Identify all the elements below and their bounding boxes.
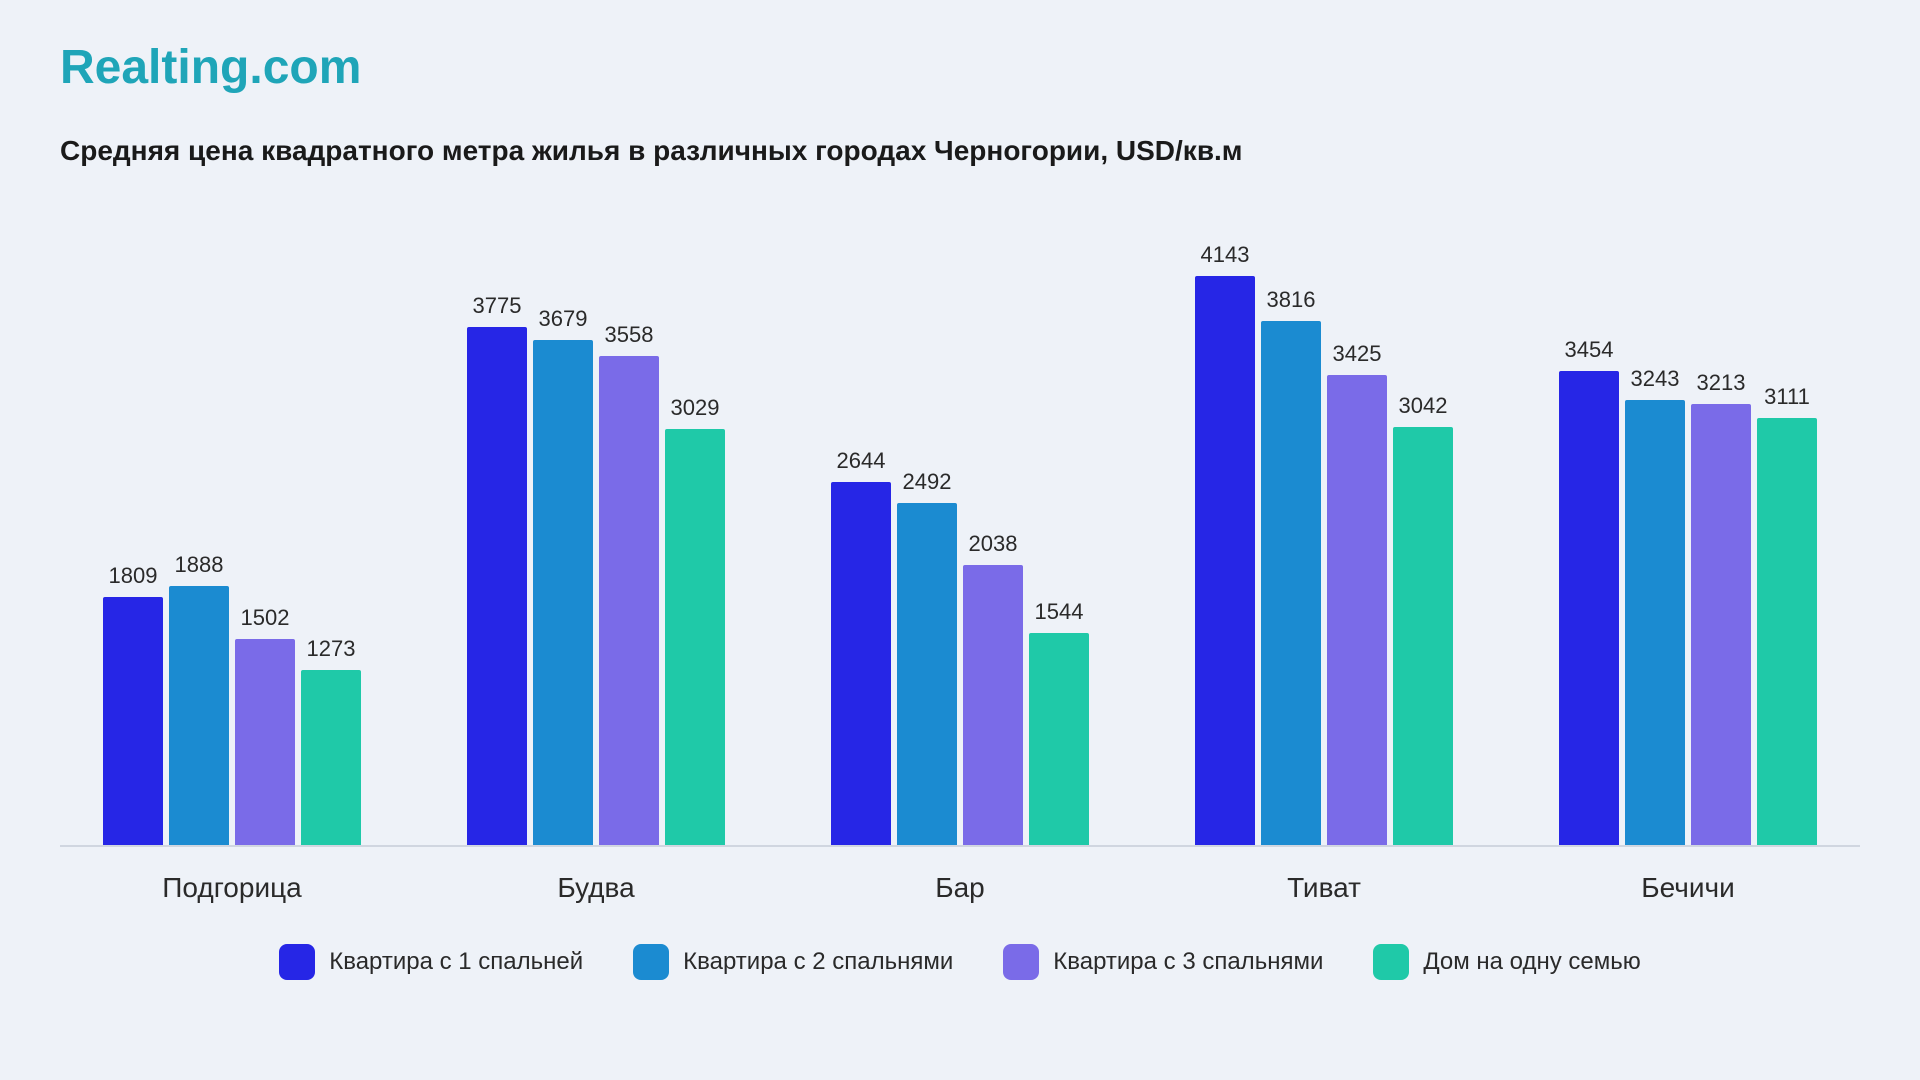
bar [1559,371,1619,845]
bar [1393,427,1453,845]
x-axis-label: Тиват [1172,872,1476,904]
bar-wrap: 3243 [1625,227,1685,845]
bar-value-label: 3816 [1267,287,1316,313]
bar-value-label: 3029 [671,395,720,421]
bar-value-label: 3243 [1631,366,1680,392]
bar [467,327,527,845]
bar-group: 4143 3816 3425 3042 [1172,227,1476,845]
legend-swatch [633,944,669,980]
bar-value-label: 2492 [903,469,952,495]
bar-wrap: 3558 [599,227,659,845]
bar [1327,375,1387,845]
bar [599,356,659,845]
bar-group: 1809 1888 1502 1273 [80,227,384,845]
bar-wrap: 2492 [897,227,957,845]
bar [169,586,229,845]
bar-wrap: 1888 [169,227,229,845]
bar [1625,400,1685,845]
x-axis-label: Подгорица [80,872,384,904]
bar-value-label: 1544 [1035,599,1084,625]
bar-wrap: 1544 [1029,227,1089,845]
bar-wrap: 1273 [301,227,361,845]
bar [897,503,957,845]
bar [533,340,593,845]
bar-value-label: 1502 [241,605,290,631]
bar-value-label: 3775 [473,293,522,319]
legend-label: Квартира с 2 спальнями [683,948,953,976]
legend-swatch [279,944,315,980]
bar [1261,321,1321,845]
x-axis-label: Бечичи [1536,872,1840,904]
bar-value-label: 3558 [605,322,654,348]
bar-value-label: 3454 [1565,337,1614,363]
bar-wrap: 3042 [1393,227,1453,845]
legend-item: Квартира с 1 спальней [279,944,583,980]
bar-wrap: 1502 [235,227,295,845]
legend-item: Дом на одну семью [1373,944,1640,980]
legend-swatch [1373,944,1409,980]
bar-wrap: 2038 [963,227,1023,845]
bar-value-label: 3111 [1764,384,1810,410]
bar-value-label: 3042 [1399,393,1448,419]
brand-logo: Realting.com [60,40,1860,95]
bar [301,670,361,845]
bar [1029,633,1089,845]
bar-value-label: 4143 [1201,242,1250,268]
legend-item: Квартира с 3 спальнями [1003,944,1323,980]
bar [1757,418,1817,845]
x-axis-labels: Подгорица Будва Бар Тиват Бечичи [60,872,1860,904]
x-axis-label: Будва [444,872,748,904]
legend-label: Квартира с 3 спальнями [1053,948,1323,976]
bar-wrap: 3816 [1261,227,1321,845]
bar-wrap: 3111 [1757,227,1817,845]
chart-legend: Квартира с 1 спальней Квартира с 2 спальн… [60,944,1860,980]
bar-wrap: 3029 [665,227,725,845]
bar-value-label: 1888 [175,552,224,578]
bar-value-label: 1809 [109,563,158,589]
bar-wrap: 3425 [1327,227,1387,845]
bar-wrap: 3775 [467,227,527,845]
bar-value-label: 3213 [1697,370,1746,396]
bar-wrap: 3454 [1559,227,1619,845]
bar [963,565,1023,845]
chart-area: 1809 1888 1502 1273 3775 3679 3558 3029 2644 2492… [60,227,1860,847]
bar-value-label: 2644 [837,448,886,474]
bar [665,429,725,845]
x-axis-label: Бар [808,872,1112,904]
bar [235,639,295,845]
bar [103,597,163,845]
bar-wrap: 3679 [533,227,593,845]
legend-swatch [1003,944,1039,980]
bar [1691,404,1751,845]
legend-label: Дом на одну семью [1423,948,1640,976]
bar-value-label: 3679 [539,306,588,332]
bar-wrap: 1809 [103,227,163,845]
bar-wrap: 3213 [1691,227,1751,845]
legend-item: Квартира с 2 спальнями [633,944,953,980]
bar [831,482,891,845]
bar-value-label: 3425 [1333,341,1382,367]
bar [1195,276,1255,845]
bar-value-label: 2038 [969,531,1018,557]
bar-group: 3775 3679 3558 3029 [444,227,748,845]
bar-value-label: 1273 [307,636,356,662]
legend-label: Квартира с 1 спальней [329,948,583,976]
bar-wrap: 4143 [1195,227,1255,845]
chart-title: Средняя цена квадратного метра жилья в р… [60,135,1860,167]
bar-group: 2644 2492 2038 1544 [808,227,1112,845]
bar-wrap: 2644 [831,227,891,845]
bar-group: 3454 3243 3213 3111 [1536,227,1840,845]
